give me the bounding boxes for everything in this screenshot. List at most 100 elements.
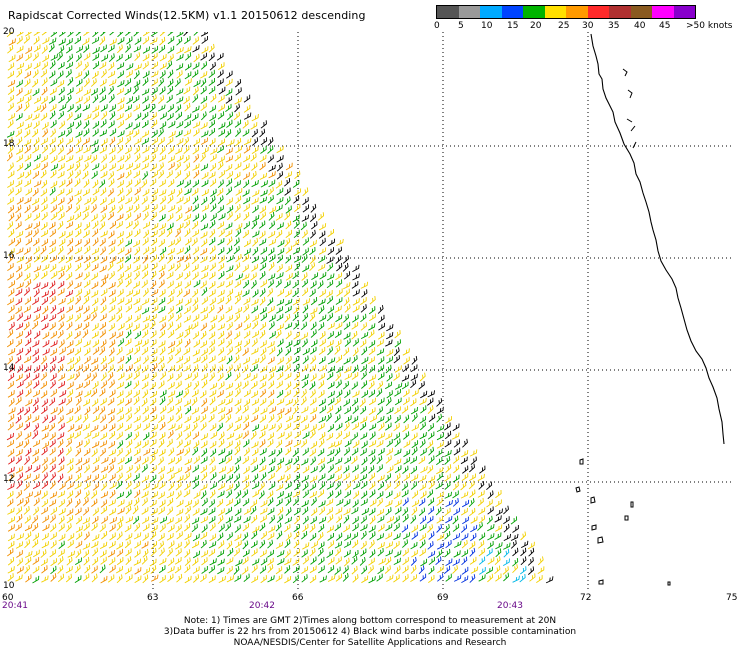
wind-barb	[200, 78, 207, 88]
wind-barb	[368, 557, 375, 566]
wind-barb	[334, 547, 341, 557]
wind-barb	[309, 246, 316, 256]
wind-barb	[125, 196, 133, 205]
wind-barb	[108, 464, 115, 474]
wind-barb	[50, 532, 57, 540]
wind-barb	[470, 524, 478, 533]
wind-barb	[217, 532, 224, 542]
wind-barb	[41, 32, 49, 36]
wind-barb	[311, 272, 319, 280]
wind-barb	[16, 566, 24, 574]
wind-barb	[276, 447, 283, 457]
wind-barb	[209, 105, 216, 113]
wind-barb	[360, 304, 367, 313]
wind-barb	[259, 172, 268, 180]
wind-barb	[7, 254, 14, 264]
wind-barb	[512, 547, 519, 557]
wind-barb	[75, 32, 82, 37]
wind-barb	[494, 532, 502, 540]
wind-barb	[342, 314, 349, 323]
wind-barb	[175, 312, 182, 322]
wind-barb	[25, 550, 33, 558]
wind-barb	[276, 380, 283, 389]
wind-barb	[15, 373, 23, 382]
wind-barb	[419, 523, 427, 532]
wind-barb	[83, 88, 91, 96]
wind-barb	[275, 541, 284, 549]
wind-barb	[50, 169, 57, 179]
wind-barb	[158, 340, 166, 348]
wind-barb	[192, 533, 200, 542]
wind-barb	[343, 347, 350, 357]
wind-barb	[326, 256, 334, 264]
wind-barb	[384, 473, 391, 482]
wind-barb	[57, 245, 64, 255]
wind-barb	[250, 171, 257, 180]
wind-barb	[48, 499, 57, 507]
wind-barb	[310, 297, 318, 306]
wind-barb	[125, 122, 133, 130]
wind-barb	[142, 70, 150, 79]
wind-barb	[225, 280, 233, 288]
wind-barb	[167, 280, 174, 289]
wind-barb	[275, 213, 283, 221]
wind-barb	[327, 565, 335, 574]
wind-barb	[361, 346, 368, 356]
wind-barb	[158, 506, 165, 515]
wind-barb	[8, 364, 16, 373]
wind-barb	[75, 472, 82, 482]
wind-barb	[75, 71, 83, 79]
wind-barb	[258, 490, 265, 500]
wind-barb	[336, 389, 343, 399]
wind-barb	[285, 205, 292, 214]
wind-barb	[210, 188, 217, 197]
wind-barb	[117, 499, 125, 507]
wind-barb	[150, 112, 157, 121]
wind-barb	[309, 364, 317, 373]
wind-barb	[25, 52, 32, 62]
wind-barb	[176, 448, 184, 456]
wind-barb	[209, 489, 216, 499]
wind-barb	[151, 204, 158, 213]
wind-barb	[74, 162, 81, 171]
wind-barb	[334, 522, 341, 532]
wind-barb	[419, 439, 426, 448]
wind-barb	[142, 339, 149, 347]
wind-barb	[24, 524, 33, 532]
wind-barb	[394, 550, 402, 558]
wind-barb	[100, 397, 107, 406]
wind-barb	[74, 430, 81, 439]
wind-barb	[57, 406, 64, 416]
wind-barb	[6, 439, 15, 448]
wind-barb	[536, 575, 543, 583]
wind-barb	[234, 440, 241, 449]
wind-barb	[276, 306, 284, 314]
wind-barb	[167, 86, 174, 95]
wind-barb	[209, 372, 215, 382]
wind-barb	[75, 45, 84, 53]
wind-barb	[158, 95, 165, 104]
wind-barb	[142, 46, 150, 54]
wind-barb	[259, 374, 267, 382]
wind-barb	[100, 154, 107, 163]
wind-barb	[444, 449, 452, 457]
wind-barb	[57, 281, 65, 289]
wind-barb	[216, 498, 224, 508]
wind-barb	[426, 515, 434, 524]
wind-barb	[251, 330, 260, 338]
wind-barb	[267, 145, 274, 154]
wind-barb	[41, 398, 48, 407]
wind-barb	[251, 464, 259, 473]
wind-barb	[125, 389, 132, 398]
wind-barb	[275, 566, 283, 575]
wind-barb	[141, 497, 148, 507]
wind-barb	[269, 331, 276, 339]
wind-barb	[57, 355, 65, 364]
wind-barb	[23, 422, 31, 431]
wind-barb	[116, 220, 123, 229]
wind-barb	[74, 112, 82, 121]
wind-barb	[150, 270, 157, 280]
wind-barb	[159, 329, 166, 339]
wind-barb	[201, 497, 208, 507]
wind-barb	[503, 572, 510, 582]
